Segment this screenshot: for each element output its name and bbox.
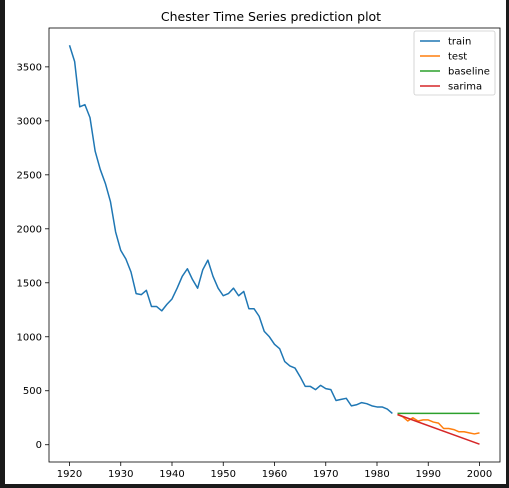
- line-chart: Chester Time Series prediction plot 1920…: [17, 9, 501, 480]
- legend-label-baseline: baseline: [448, 67, 490, 78]
- x-tick-label: 1970: [313, 469, 338, 480]
- x-tick-label: 1940: [159, 469, 184, 480]
- legend-box: [413, 30, 496, 96]
- x-tick-label: 1930: [108, 469, 133, 480]
- y-tick-label: 3000: [17, 116, 42, 127]
- y-tick-label: 0: [36, 440, 42, 451]
- y-tick-label: 1000: [17, 332, 42, 343]
- legend-label-test: test: [448, 52, 467, 63]
- legend: train test baseline sarima: [413, 30, 496, 96]
- x-tick-label: 1960: [262, 469, 287, 480]
- y-tick-label: 2500: [17, 170, 42, 181]
- x-tick-label: 1980: [364, 469, 389, 480]
- series-line-train: [68, 45, 393, 414]
- x-tick-label: 2000: [467, 469, 492, 480]
- x-tick-label: 1950: [211, 469, 236, 480]
- series-line-test: [397, 413, 480, 435]
- axes-layer: 1920 1930 1940 1950 1960 1970 1980 1990 2000 0 500…: [17, 62, 493, 480]
- chart-title: Chester Time Series prediction plot: [161, 9, 381, 24]
- y-tick-label: 500: [23, 386, 42, 397]
- figure: Chester Time Series prediction plot 1920…: [5, 0, 506, 484]
- series-layer: [68, 45, 480, 445]
- legend-label-train: train: [448, 37, 471, 48]
- x-tick-label: 1920: [57, 469, 82, 480]
- plot-frame: [48, 27, 501, 463]
- legend-label-sarima: sarima: [448, 82, 482, 93]
- y-tick-label: 3500: [17, 62, 42, 73]
- y-tick-label: 1500: [17, 278, 42, 289]
- series-line-sarima: [397, 413, 480, 445]
- y-tick-label: 2000: [17, 224, 42, 235]
- x-tick-label: 1990: [416, 469, 441, 480]
